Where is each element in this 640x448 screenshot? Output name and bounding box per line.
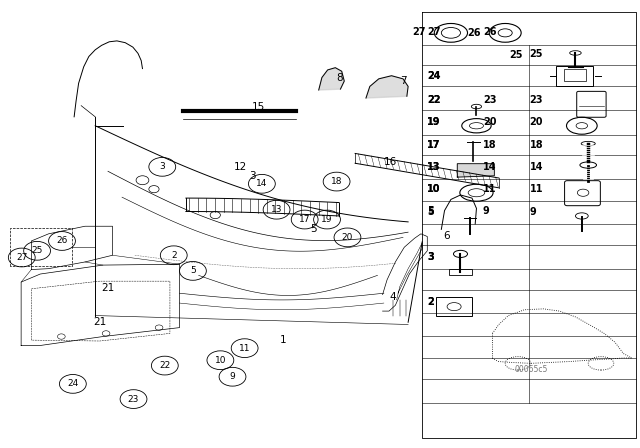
Polygon shape [458,164,494,177]
Text: 26: 26 [467,28,481,38]
Text: 21: 21 [93,317,106,327]
Text: 11: 11 [239,344,250,353]
Text: 26: 26 [56,237,68,246]
Text: 10: 10 [428,184,441,194]
Text: 25: 25 [529,49,543,59]
Text: 5: 5 [428,207,434,216]
Text: 00065c5: 00065c5 [514,365,547,374]
Text: 9: 9 [529,207,536,217]
Text: 2: 2 [428,297,434,307]
Text: 15: 15 [252,102,265,112]
Text: 14: 14 [529,162,543,172]
Text: 19: 19 [321,215,333,224]
Polygon shape [366,76,408,98]
Text: 9: 9 [483,207,490,216]
Text: 14: 14 [256,179,268,188]
Text: 23: 23 [483,95,497,105]
Text: 13: 13 [428,162,441,172]
Polygon shape [319,68,344,90]
Text: 2: 2 [171,251,177,260]
Text: 20: 20 [483,117,497,127]
Text: 6: 6 [443,231,450,241]
Text: 11: 11 [529,184,543,194]
Text: 27: 27 [412,27,426,37]
Text: 17: 17 [428,139,441,150]
Text: 27: 27 [428,27,441,37]
Text: 24: 24 [428,71,441,81]
Text: 23: 23 [529,95,543,105]
Text: 2: 2 [428,297,434,307]
Text: 19: 19 [428,117,441,127]
Text: 12: 12 [234,162,248,172]
Text: 19: 19 [428,117,441,127]
Text: 7: 7 [401,76,407,86]
Text: 21: 21 [101,283,115,293]
Text: 4: 4 [390,292,396,302]
Text: 13: 13 [428,162,441,172]
Text: 22: 22 [428,95,441,105]
Text: 24: 24 [67,379,79,388]
Text: 18: 18 [331,177,342,186]
Text: 24: 24 [428,71,441,81]
Text: 3: 3 [428,252,434,262]
Text: 17: 17 [428,139,441,150]
Text: 3: 3 [249,171,255,181]
Text: 13: 13 [271,205,282,214]
Text: 22: 22 [159,361,170,370]
Text: 14: 14 [483,162,497,172]
Text: 10: 10 [428,184,441,194]
Text: 22: 22 [428,95,441,105]
Text: 16: 16 [384,157,397,168]
Text: 25: 25 [31,246,43,255]
Text: 20: 20 [529,117,543,127]
Text: 18: 18 [483,139,497,150]
Text: 11: 11 [483,184,497,194]
Text: 3: 3 [428,252,434,262]
Text: 10: 10 [214,356,226,365]
Text: 9: 9 [230,372,236,381]
Text: 18: 18 [529,139,543,150]
Text: 5: 5 [428,207,434,217]
Text: 25: 25 [509,50,523,60]
Text: 26: 26 [483,27,497,37]
Text: 23: 23 [128,395,140,404]
Text: 17: 17 [299,215,310,224]
Text: 5: 5 [190,267,196,276]
Text: 3: 3 [159,162,165,171]
Text: 1: 1 [280,335,286,345]
Text: 8: 8 [336,73,342,82]
Text: 5: 5 [310,224,317,234]
Text: 20: 20 [342,233,353,242]
Text: 27: 27 [16,253,28,262]
